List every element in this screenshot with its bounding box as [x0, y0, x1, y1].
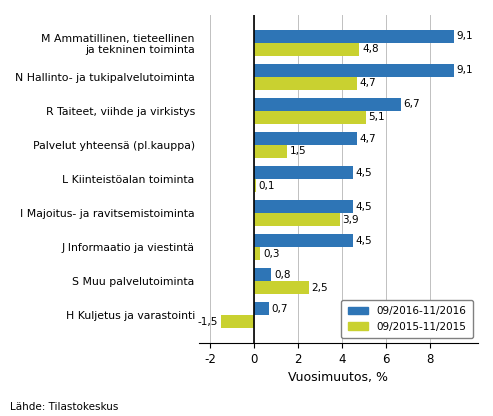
Bar	[254, 145, 287, 158]
X-axis label: Vuosimuutos, %: Vuosimuutos, %	[288, 371, 388, 384]
Bar	[254, 281, 309, 294]
Bar	[254, 247, 260, 260]
Bar	[254, 30, 454, 43]
Text: 0,3: 0,3	[263, 249, 280, 259]
Bar	[254, 213, 340, 226]
Bar	[254, 302, 269, 315]
Bar	[254, 43, 359, 56]
Text: 4,7: 4,7	[360, 134, 376, 144]
Text: 0,7: 0,7	[272, 304, 288, 314]
Text: -1,5: -1,5	[198, 317, 218, 327]
Legend: 09/2016-11/2016, 09/2015-11/2015: 09/2016-11/2016, 09/2015-11/2015	[341, 300, 473, 338]
Text: 0,8: 0,8	[274, 270, 290, 280]
Bar	[254, 64, 454, 77]
Bar	[221, 315, 254, 328]
Text: 4,8: 4,8	[362, 45, 379, 54]
Bar	[254, 98, 401, 111]
Bar	[254, 132, 357, 145]
Text: 0,1: 0,1	[259, 181, 275, 191]
Bar	[254, 111, 366, 124]
Text: 4,7: 4,7	[360, 78, 376, 88]
Text: 2,5: 2,5	[312, 282, 328, 292]
Text: 4,5: 4,5	[355, 236, 372, 246]
Bar	[254, 77, 357, 90]
Bar	[254, 166, 353, 179]
Text: 4,5: 4,5	[355, 168, 372, 178]
Bar	[254, 179, 256, 192]
Text: 3,9: 3,9	[342, 215, 359, 225]
Bar	[254, 268, 272, 281]
Text: 1,5: 1,5	[289, 146, 306, 156]
Text: 5,1: 5,1	[369, 112, 385, 122]
Text: 6,7: 6,7	[404, 99, 421, 109]
Text: 4,5: 4,5	[355, 202, 372, 212]
Bar	[254, 200, 353, 213]
Bar	[254, 234, 353, 247]
Text: 9,1: 9,1	[457, 31, 473, 41]
Text: 9,1: 9,1	[457, 65, 473, 75]
Text: Lähde: Tilastokeskus: Lähde: Tilastokeskus	[10, 402, 118, 412]
